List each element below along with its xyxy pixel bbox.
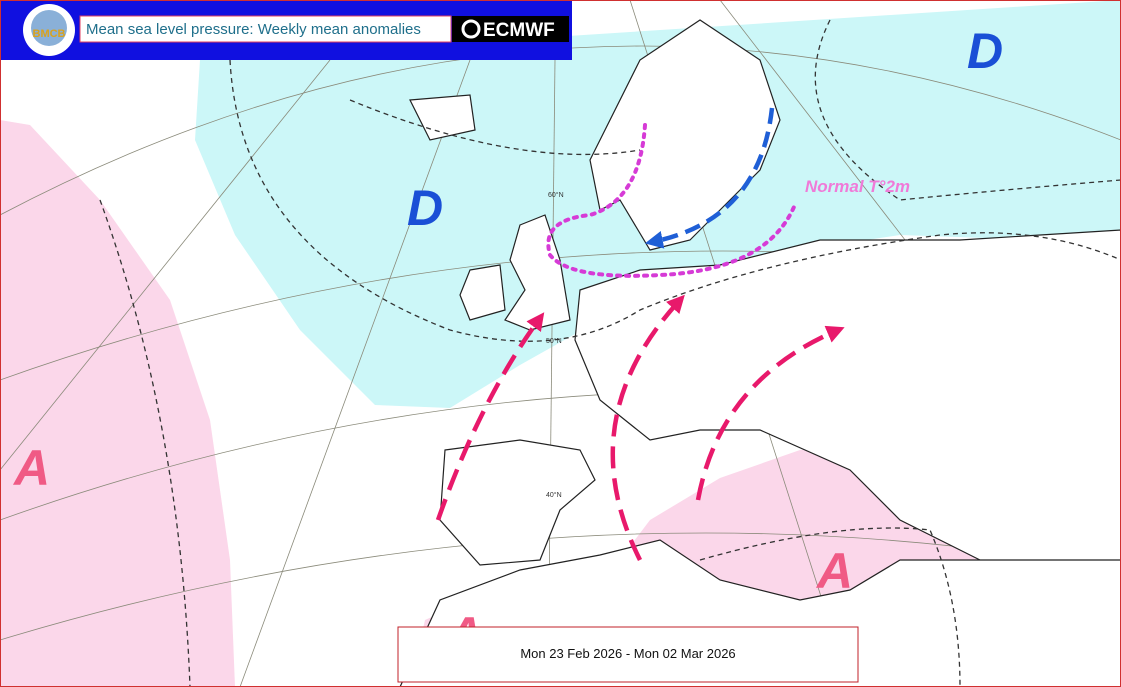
- contour: [229, 59, 1121, 342]
- logo-text: BMCB: [33, 28, 66, 40]
- warm-advection-arrow: [435, 312, 545, 521]
- warm-advection-arrow: [610, 294, 685, 562]
- warm-advection-arrow: [695, 325, 845, 501]
- low-label: D: [967, 23, 1003, 79]
- latitude-label: 50°N: [546, 337, 562, 345]
- latitude-label: 40°N: [546, 491, 562, 499]
- high-label: A: [815, 543, 853, 599]
- contour: [349, 99, 641, 156]
- title-box: [79, 15, 452, 43]
- graticule: [239, 59, 471, 687]
- high-anomaly: [0, 120, 235, 687]
- iceland: [409, 94, 476, 141]
- cold-advection-arrow: [644, 107, 775, 249]
- high-label: A: [12, 440, 50, 496]
- iberia: [439, 439, 596, 566]
- brand: ECMWF: [483, 20, 555, 41]
- period-box: [397, 626, 859, 683]
- brand-icon: [461, 19, 481, 39]
- normal-temperature-zone: [546, 123, 798, 278]
- graticule: [0, 59, 331, 471]
- period: Mon 23 Feb 2026 - Mon 02 Mar 2026: [520, 646, 735, 661]
- annotation: Normal T°2m: [805, 177, 910, 196]
- logo: [31, 10, 67, 46]
- latitude-label: 60°N: [548, 191, 564, 199]
- low-label: D: [407, 180, 443, 236]
- ireland: [459, 264, 506, 321]
- contour: [699, 527, 961, 687]
- title: Mean sea level pressure: Weekly mean ano…: [86, 21, 421, 38]
- contour: [99, 199, 191, 687]
- contour: [814, 19, 1121, 201]
